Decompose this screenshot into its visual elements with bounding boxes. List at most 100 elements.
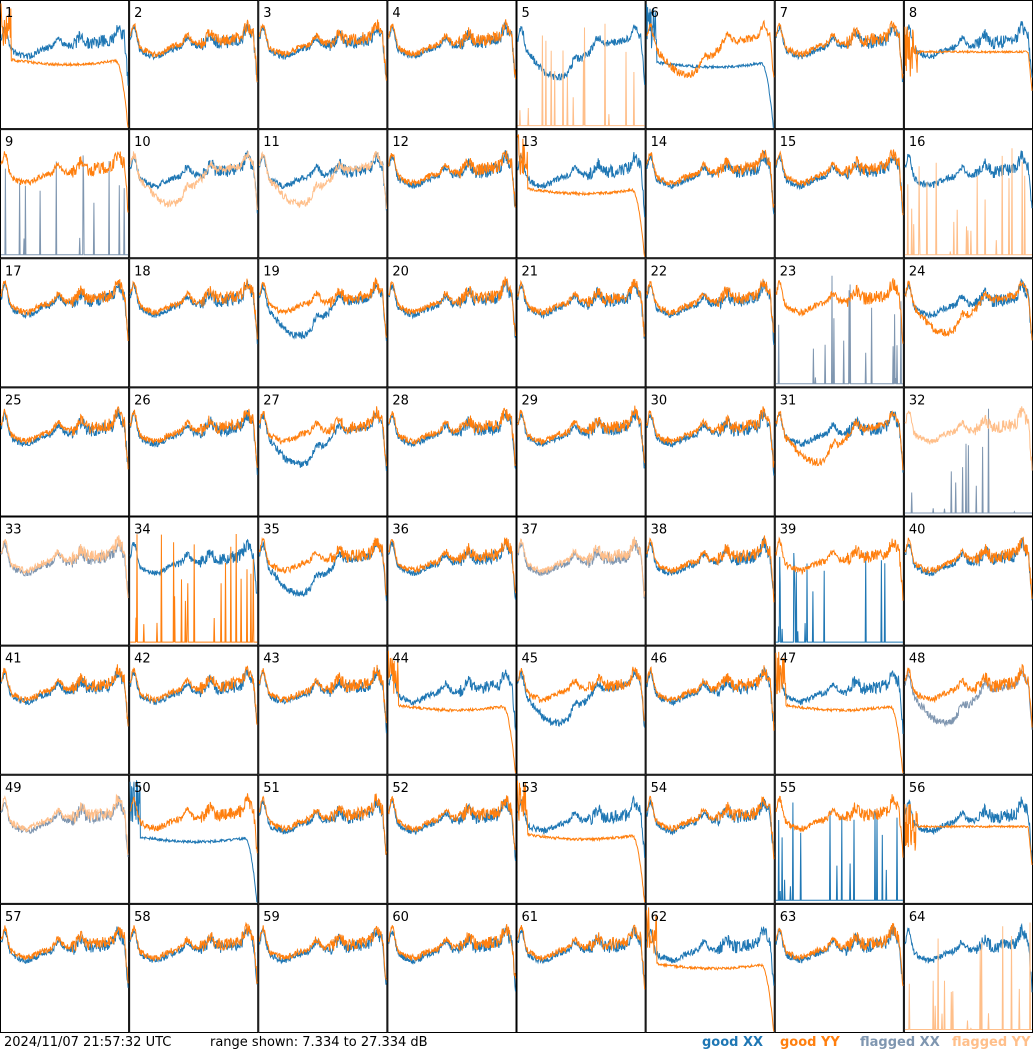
legend-flagged-xx: flagged XX: [860, 1035, 940, 1050]
panel-frame: [903, 0, 1033, 130]
panel-frame: [387, 903, 517, 1033]
panel-label: 22: [651, 264, 668, 279]
series-yy: [646, 406, 775, 468]
panel-label: 48: [909, 652, 926, 667]
panel-label: 2: [134, 6, 142, 21]
panel-frame: [129, 0, 259, 130]
panel-37: 37: [516, 516, 646, 646]
panel-frame: [129, 258, 259, 388]
panel-label: 28: [392, 393, 409, 408]
panel-label: 10: [134, 135, 151, 150]
series-yy: [904, 803, 1033, 865]
series-xx: [904, 21, 1033, 78]
series-yy: [904, 536, 1033, 599]
panel-label: 37: [522, 523, 539, 538]
panel-26: 26: [129, 387, 259, 517]
panel-53: 53: [516, 774, 646, 904]
panel-label: 34: [134, 523, 151, 538]
panel-5: 5: [516, 0, 646, 130]
series-xx: [517, 24, 646, 85]
panel-label: 51: [263, 781, 280, 796]
panel-frame: [0, 129, 130, 259]
panel-label: 23: [780, 264, 797, 279]
series-xx: [259, 151, 387, 211]
series-yy: [129, 793, 258, 854]
series-yy: [0, 279, 129, 342]
panel-54: 54: [645, 774, 775, 904]
panel-label: 49: [5, 781, 22, 796]
panel-56: 56: [903, 774, 1033, 904]
panel-frame: [0, 516, 130, 646]
panel-label: 59: [263, 910, 280, 925]
series-yy: [129, 408, 258, 468]
series-yy: [517, 666, 645, 722]
panel-frame: [129, 903, 259, 1033]
legend-flagged-yy: flagged YY: [952, 1035, 1031, 1050]
panel-frame: [774, 0, 904, 130]
panel-label: 38: [651, 523, 668, 538]
series-yy: [387, 150, 516, 208]
series-yy: [388, 407, 516, 466]
panel-49: 49: [0, 774, 130, 904]
series-xx: [258, 412, 387, 472]
panel-13: 13: [516, 129, 646, 259]
panel-25: 25: [0, 387, 130, 517]
series-yy: [0, 793, 129, 856]
panel-31: 31: [774, 387, 904, 517]
panel-label: 41: [5, 652, 22, 667]
series-yy: [646, 19, 775, 79]
panel-21: 21: [516, 258, 646, 388]
panel-frame: [387, 516, 517, 646]
panel-58: 58: [129, 903, 259, 1033]
panel-30: 30: [645, 387, 775, 517]
panel-15: 15: [774, 129, 904, 259]
series-xx: [646, 926, 775, 986]
series-xx: [0, 796, 129, 858]
series-yy: [258, 537, 387, 596]
panel-label: 53: [522, 781, 539, 796]
series-yy: [775, 794, 904, 858]
series-yy: [646, 907, 775, 1032]
series-xx: [775, 802, 903, 901]
panel-label: 21: [522, 264, 539, 279]
series-yy: [517, 924, 646, 990]
series-yy: [904, 663, 1033, 728]
series-yy: [904, 26, 1033, 91]
panel-label: 61: [522, 910, 539, 925]
series-yy: [646, 665, 775, 731]
panel-frame: [129, 645, 259, 775]
series-yy: [904, 148, 1032, 256]
panel-label: 6: [651, 6, 659, 21]
panel-frame: [0, 387, 130, 517]
panel-19: 19: [258, 258, 388, 388]
series-xx: [129, 150, 258, 214]
series-xx: [775, 411, 904, 473]
series-yy: [646, 795, 775, 860]
series-xx: [0, 24, 129, 86]
series-xx: [775, 275, 903, 385]
series-yy: [387, 924, 516, 979]
series-yy: [775, 410, 904, 471]
series-xx: [388, 538, 516, 600]
series-yy: [387, 19, 516, 80]
series-xx: [904, 408, 1032, 514]
panel-12: 12: [387, 129, 517, 259]
series-xx: [904, 150, 1033, 209]
panel-frame: [516, 387, 646, 517]
panel-label: 8: [909, 6, 917, 21]
panel-frame: [774, 903, 904, 1033]
series-yy: [646, 535, 775, 603]
series-yy: [775, 651, 904, 774]
series-yy: [387, 795, 516, 851]
panel-frame: [387, 258, 517, 388]
panel-59: 59: [258, 903, 388, 1033]
panel-label: 47: [780, 652, 797, 667]
panel-frame: [645, 129, 775, 259]
panel-40: 40: [903, 516, 1033, 646]
series-xx: [129, 410, 258, 475]
panel-43: 43: [258, 645, 388, 775]
panel-44: 44: [387, 645, 517, 775]
panel-label: 20: [392, 264, 409, 279]
panel-label: 9: [5, 135, 13, 150]
